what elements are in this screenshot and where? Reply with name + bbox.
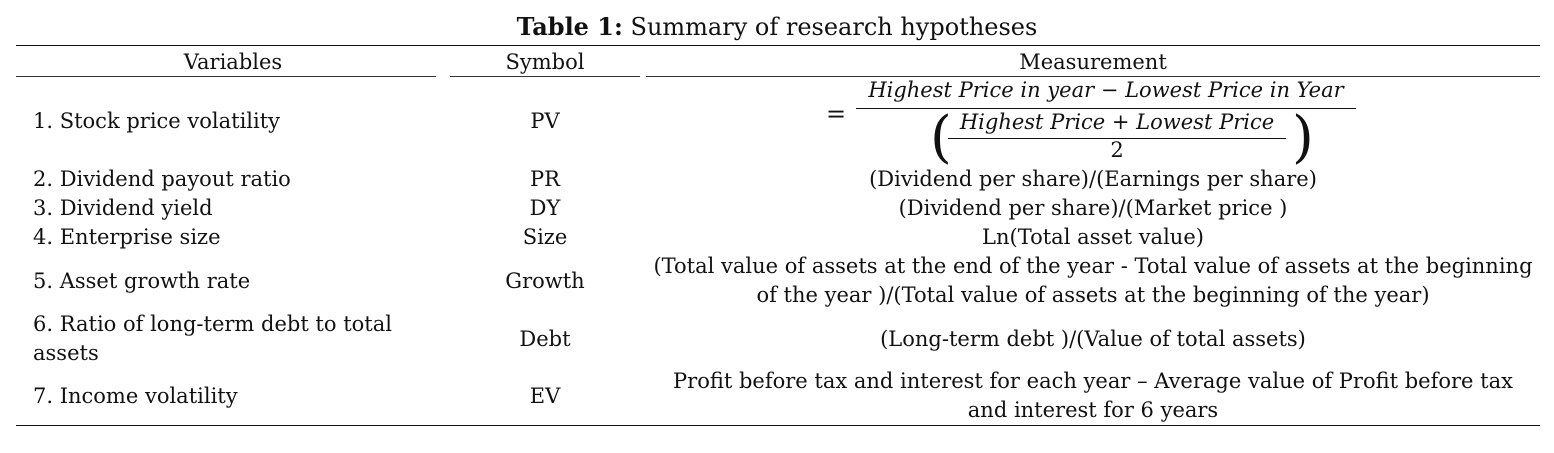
row-5-measurement: (Total value of assets at the end of the… (646, 252, 1540, 310)
header-rule-right (646, 76, 1540, 77)
row-6-variable-line-2: assets (33, 341, 99, 365)
formula-fraction-bar (856, 108, 1356, 109)
row-4-measurement: Ln(Total asset value) (982, 225, 1204, 249)
row-2-variable: 2. Dividend payout ratio (33, 167, 291, 191)
row-6-variable: 6. Ratio of long-term debt to total asse… (33, 310, 433, 368)
table-caption-text: Summary of research hypotheses (622, 13, 1038, 41)
price-volatility-formula: = Highest Price in year − Lowest Price i… (820, 76, 1380, 168)
row-7-measurement-line-1: Profit before tax and interest for each … (673, 369, 1513, 393)
header-rule-middle (450, 76, 640, 77)
formula-inner-numerator: Highest Price + Lowest Price (959, 110, 1275, 134)
row-6-measurement: (Long-term debt )/(Value of total assets… (880, 326, 1306, 351)
row-3-symbol: DY (529, 196, 561, 220)
top-rule (16, 45, 1540, 46)
row-5-symbol: Growth (505, 268, 585, 293)
table-caption: Table 1: Summary of research hypotheses (0, 12, 1554, 42)
table-caption-label: Table 1: (516, 12, 623, 41)
formula-numerator: Highest Price in year − Lowest Price in … (868, 78, 1344, 102)
row-6-symbol: Debt (519, 326, 571, 351)
row-4-variable: 4. Enterprise size (33, 225, 221, 249)
row-7-measurement-line-2: and interest for 6 years (967, 398, 1219, 422)
header-symbol: Symbol (505, 49, 585, 74)
row-1-symbol: PV (530, 108, 560, 133)
row-1-variable: 1. Stock price volatility (33, 108, 281, 133)
row-5-measurement-line-2: of the year )/(Total value of assets at … (756, 283, 1430, 307)
row-5-measurement-line-1: (Total value of assets at the end of the… (653, 254, 1533, 278)
formula-open-paren: ( (930, 105, 952, 170)
bottom-rule (16, 425, 1540, 426)
row-7-measurement: Profit before tax and interest for each … (646, 368, 1540, 424)
header-variables: Variables (183, 49, 283, 74)
row-3-measurement: (Dividend per share)/(Market price ) (898, 196, 1288, 220)
formula-inner-fraction-bar (948, 138, 1286, 139)
formula-close-paren: ) (1292, 105, 1314, 170)
row-2-symbol: PR (530, 167, 560, 191)
header-rule-left (16, 76, 436, 77)
formula-inner-denominator: 2 (1110, 138, 1124, 162)
row-7-variable: 7. Income volatility (33, 383, 238, 408)
row-5-variable: 5. Asset growth rate (33, 268, 251, 293)
formula-equals: = (826, 100, 847, 128)
header-measurement: Measurement (1019, 49, 1167, 74)
row-6-variable-line-1: 6. Ratio of long-term debt to total (33, 312, 392, 336)
formula-denominator: ( Highest Price + Lowest Price 2 ) (856, 105, 1356, 170)
row-3-variable: 3. Dividend yield (33, 196, 213, 220)
row-4-symbol: Size (522, 225, 568, 249)
row-2-measurement: (Dividend per share)/(Earnings per share… (869, 167, 1317, 191)
row-7-symbol: EV (529, 383, 561, 408)
